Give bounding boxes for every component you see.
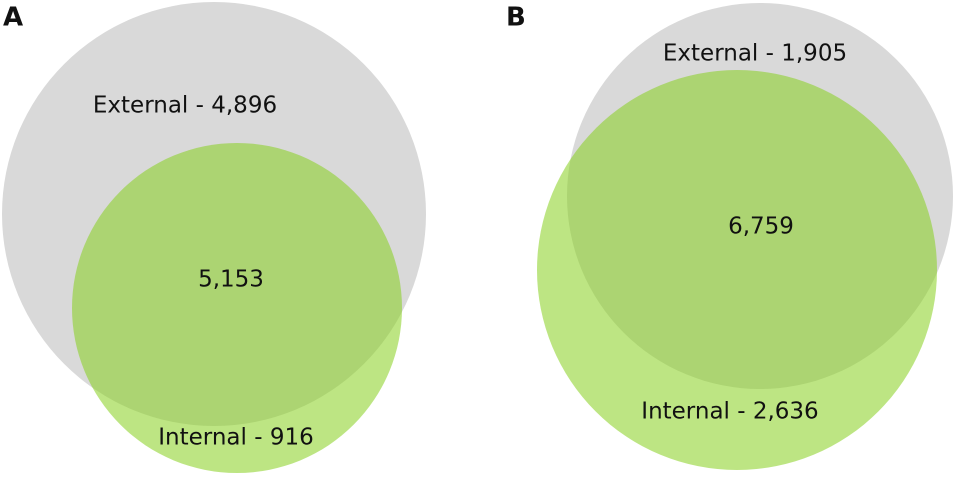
external-label: External - 4,896: [93, 93, 277, 119]
panel-label: A: [3, 3, 23, 33]
internal-label: Internal - 2,636: [641, 399, 818, 425]
panel-a: A External - 4,896 5,153 Internal - 916: [2, 2, 426, 473]
overlap-label: 6,759: [728, 214, 794, 240]
overlap-label: 5,153: [198, 267, 264, 293]
panel-label: B: [506, 3, 526, 33]
external-label: External - 1,905: [663, 41, 847, 67]
panel-b: B External - 1,905 6,759 Internal - 2,63…: [506, 3, 953, 470]
internal-circle: [537, 70, 937, 470]
internal-circle: [72, 143, 402, 473]
internal-label: Internal - 916: [158, 425, 313, 451]
